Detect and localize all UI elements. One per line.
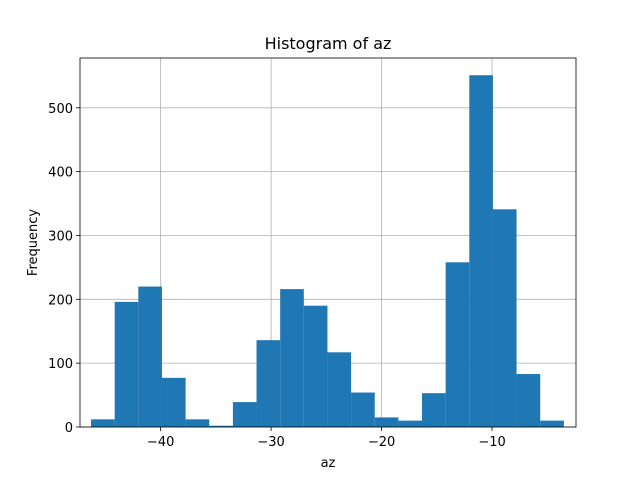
y-tick-label: 500 [48, 102, 73, 117]
bars [91, 75, 564, 427]
histogram-bar [540, 420, 564, 427]
histogram-bar [516, 374, 541, 427]
histogram-bar [91, 419, 115, 427]
y-tick-label: 400 [48, 166, 73, 181]
histogram-bar [114, 301, 139, 427]
x-axis-label: az [321, 456, 336, 471]
histogram-bar [138, 286, 162, 427]
histogram-bar [303, 305, 328, 427]
histogram-bar [398, 420, 423, 427]
histogram-bar [327, 352, 352, 427]
histogram-bar [492, 209, 517, 427]
histogram-bar [232, 402, 257, 427]
x-tick-label: −30 [257, 435, 284, 450]
histogram-bar [351, 392, 375, 427]
y-tick-label: 100 [48, 357, 73, 372]
histogram-bar [469, 75, 493, 427]
histogram-bar [422, 393, 446, 427]
histogram-bar [185, 419, 210, 427]
axes-frame [79, 57, 577, 428]
y-tick-label: 200 [48, 293, 73, 308]
histogram-bar [374, 417, 399, 427]
ticks: −40 −30 −20 −10 0 100 200 300 400 500 [48, 102, 506, 450]
histogram-bar [280, 289, 304, 427]
histogram-bar [256, 340, 281, 427]
x-tick-label: −20 [368, 435, 395, 450]
x-tick-label: −40 [147, 435, 174, 450]
y-tick-label: 300 [48, 229, 73, 244]
histogram-bar [209, 425, 233, 427]
chart-title: Histogram of az [265, 34, 392, 53]
x-tick-label: −10 [478, 435, 505, 450]
histogram-bar [161, 377, 186, 427]
histogram-bar [445, 262, 470, 427]
y-tick-label: 0 [65, 421, 73, 436]
y-axis-label: Frequency [26, 209, 41, 276]
